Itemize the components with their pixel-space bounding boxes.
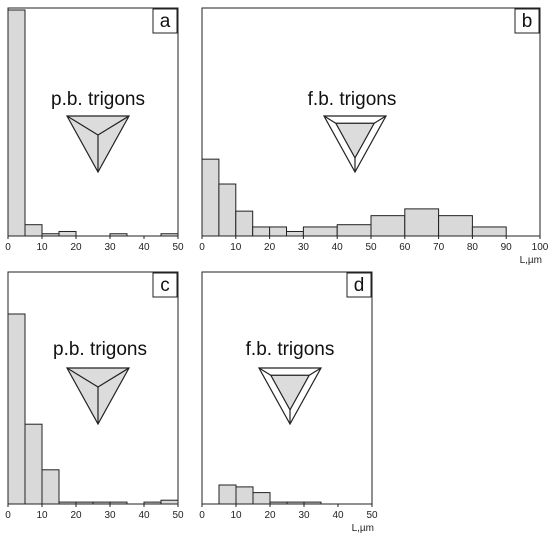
x-tick-label: 60 — [399, 242, 411, 253]
panel-letter-box — [152, 8, 178, 34]
histogram-bar — [41, 233, 60, 237]
panel-a: 0 10 20 30 40 50 a p.b. trigons — [5, 7, 184, 253]
x-tick-label: 40 — [332, 510, 344, 521]
trigon-annotation: p.b. trigons — [51, 89, 145, 110]
x-tick-label: 0 — [199, 242, 205, 253]
x-tick-label: 30 — [104, 510, 116, 521]
histogram-bar — [286, 501, 305, 505]
x-tick-label: 10 — [36, 510, 48, 521]
histogram-bar — [471, 226, 507, 237]
x-tick-label: 0 — [199, 510, 205, 521]
histogram-bar — [24, 423, 43, 505]
histogram-bar — [109, 233, 128, 237]
histogram-bar — [370, 215, 406, 237]
histogram-bar — [235, 486, 254, 505]
histogram-bar — [302, 226, 338, 237]
histogram-bar — [58, 501, 77, 505]
x-tick-label: 100 — [532, 242, 549, 253]
histogram-bar — [269, 226, 288, 237]
histogram-bar — [7, 313, 26, 505]
x-tick-label: 20 — [264, 510, 276, 521]
x-tick-label: 20 — [70, 242, 82, 253]
histogram-bar — [75, 501, 94, 505]
histogram-bar — [58, 230, 77, 237]
panel-b: 0 10 20 30 40 50 60 70 80 90 100 L,µm b f.b. trigons — [199, 7, 549, 266]
trigon-icon — [65, 115, 131, 174]
x-axis-label: L,µm — [352, 523, 374, 534]
panel-d: 0 10 20 30 40 50 L,µm d f.b. trigons — [199, 271, 378, 534]
histogram-bar — [201, 158, 220, 237]
x-axis-label: L,µm — [520, 255, 542, 266]
x-tick-label: 0 — [5, 242, 11, 253]
x-tick-label: 40 — [138, 242, 150, 253]
histogram-bar — [336, 224, 372, 237]
histogram-bar — [41, 469, 60, 505]
trigon-icon — [257, 367, 323, 426]
x-tick-label: 50 — [172, 510, 184, 521]
x-tick-label: 50 — [172, 242, 184, 253]
panel-c: 0 10 20 30 40 50 c p.b. trigons — [5, 271, 184, 521]
x-tick-label: 80 — [467, 242, 479, 253]
panel-letter: a — [160, 11, 171, 32]
x-tick-label: 90 — [501, 242, 513, 253]
histogram-bar — [269, 501, 288, 505]
panel-letter-box — [152, 272, 178, 298]
x-tick-label: 30 — [104, 242, 116, 253]
panel-letter: b — [522, 11, 533, 32]
histogram-bar — [160, 499, 179, 505]
histogram-bar — [7, 9, 26, 237]
histogram-bar — [303, 501, 322, 505]
panel-letter: d — [354, 275, 365, 296]
x-tick-label: 10 — [230, 510, 242, 521]
x-tick-label: 20 — [70, 510, 82, 521]
histogram-bar — [218, 484, 237, 505]
x-tick-label: 0 — [5, 510, 11, 521]
histogram-bar — [160, 233, 179, 237]
trigon-annotation: f.b. trigons — [246, 339, 335, 360]
x-tick-label: 30 — [298, 242, 310, 253]
histogram-bar — [92, 501, 111, 505]
x-tick-label: 30 — [298, 510, 310, 521]
trigon-icon — [65, 367, 131, 426]
x-tick-label: 50 — [365, 242, 377, 253]
histogram-bar — [252, 226, 271, 237]
x-tick-label: 20 — [264, 242, 276, 253]
trigon-annotation: f.b. trigons — [308, 89, 397, 110]
x-tick-label: 40 — [138, 510, 150, 521]
histogram-bar — [143, 501, 162, 505]
histogram-bar — [286, 230, 304, 237]
histogram-bar — [24, 224, 43, 237]
panel-letter-box — [514, 8, 540, 34]
x-tick-label: 40 — [332, 242, 344, 253]
x-tick-label: 10 — [230, 242, 242, 253]
x-tick-label: 70 — [433, 242, 445, 253]
x-tick-label: 50 — [366, 510, 378, 521]
histogram-bar — [404, 208, 440, 237]
histogram-bar — [109, 501, 128, 505]
histogram-bar — [438, 215, 473, 237]
trigon-icon — [322, 115, 388, 174]
panel-letter: c — [160, 275, 170, 296]
histogram-bar — [218, 183, 237, 237]
trigon-annotation: p.b. trigons — [53, 339, 147, 360]
histogram-bar — [235, 210, 254, 237]
panel-letter-box — [346, 272, 372, 298]
x-tick-label: 10 — [36, 242, 48, 253]
histogram-bar — [252, 492, 271, 505]
